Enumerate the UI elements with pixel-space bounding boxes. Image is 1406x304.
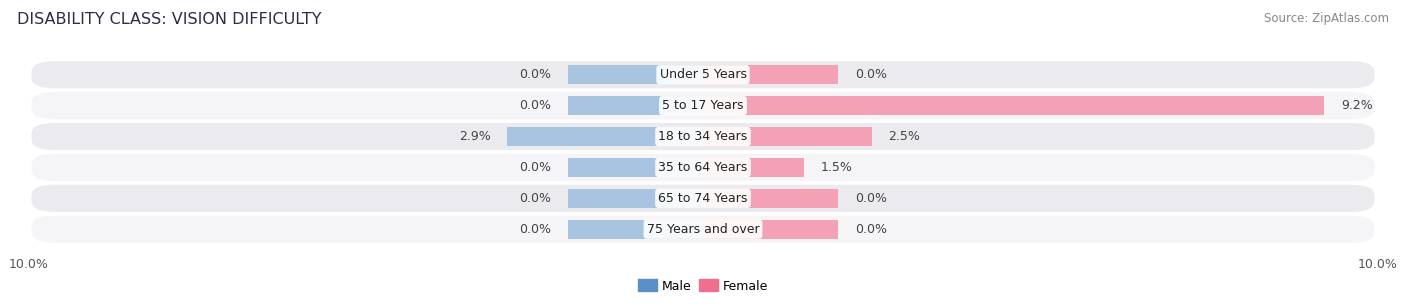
Text: Source: ZipAtlas.com: Source: ZipAtlas.com [1264,12,1389,25]
Bar [703,189,838,208]
Text: 0.0%: 0.0% [519,192,551,205]
Text: 35 to 64 Years: 35 to 64 Years [658,161,748,174]
Legend: Male, Female: Male, Female [633,274,773,298]
FancyBboxPatch shape [31,123,1375,150]
Text: 0.0%: 0.0% [855,223,887,236]
FancyBboxPatch shape [31,92,1375,119]
Text: 2.9%: 2.9% [458,130,491,143]
Bar [703,96,1324,115]
Text: 5 to 17 Years: 5 to 17 Years [662,99,744,112]
Bar [568,219,703,239]
Bar [508,127,703,146]
Bar [703,65,838,85]
Bar [703,219,838,239]
Text: 0.0%: 0.0% [855,192,887,205]
Bar [568,189,703,208]
Text: 0.0%: 0.0% [519,161,551,174]
Bar [568,158,703,177]
Text: 9.2%: 9.2% [1341,99,1372,112]
Text: DISABILITY CLASS: VISION DIFFICULTY: DISABILITY CLASS: VISION DIFFICULTY [17,12,322,27]
Text: 2.5%: 2.5% [889,130,921,143]
FancyBboxPatch shape [31,154,1375,181]
Text: 65 to 74 Years: 65 to 74 Years [658,192,748,205]
Bar [703,127,872,146]
Text: 75 Years and over: 75 Years and over [647,223,759,236]
Bar [568,65,703,85]
Text: 0.0%: 0.0% [855,68,887,81]
Text: 1.5%: 1.5% [821,161,853,174]
FancyBboxPatch shape [31,185,1375,212]
Text: 18 to 34 Years: 18 to 34 Years [658,130,748,143]
FancyBboxPatch shape [31,216,1375,243]
Text: Under 5 Years: Under 5 Years [659,68,747,81]
Bar [703,158,804,177]
FancyBboxPatch shape [31,61,1375,88]
Text: 0.0%: 0.0% [519,99,551,112]
Text: 0.0%: 0.0% [519,223,551,236]
Text: 0.0%: 0.0% [519,68,551,81]
Bar [568,96,703,115]
